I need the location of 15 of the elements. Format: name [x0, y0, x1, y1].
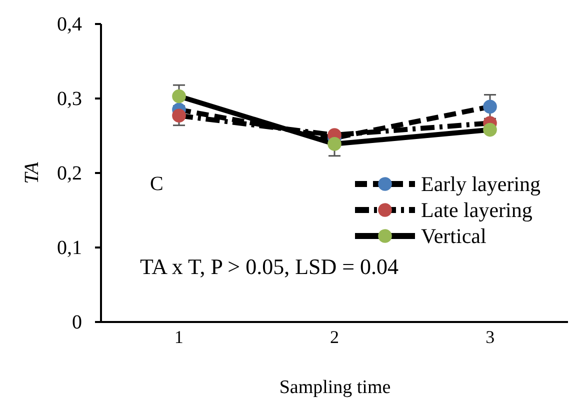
- y-axis-title: TA: [21, 161, 43, 184]
- y-tick-label: 0,1: [57, 236, 82, 259]
- legend-label: Vertical: [421, 224, 486, 248]
- y-tick-label: 0,4: [57, 13, 82, 36]
- x-tick-label: 3: [486, 327, 495, 347]
- y-tick-label: 0: [72, 311, 82, 334]
- y-tick-label: 0,2: [57, 162, 82, 184]
- legend-label: Early layering: [421, 172, 542, 196]
- annotation: TA x T, P > 0.05, LSD = 0.04: [140, 254, 399, 279]
- y-tick-label: 0,3: [57, 88, 82, 110]
- x-tick-label: 1: [174, 327, 184, 347]
- legend-label: Late layering: [421, 198, 533, 222]
- annotation: C: [150, 173, 164, 195]
- x-axis-title: Sampling time: [279, 377, 391, 398]
- x-tick-label: 2: [330, 327, 339, 347]
